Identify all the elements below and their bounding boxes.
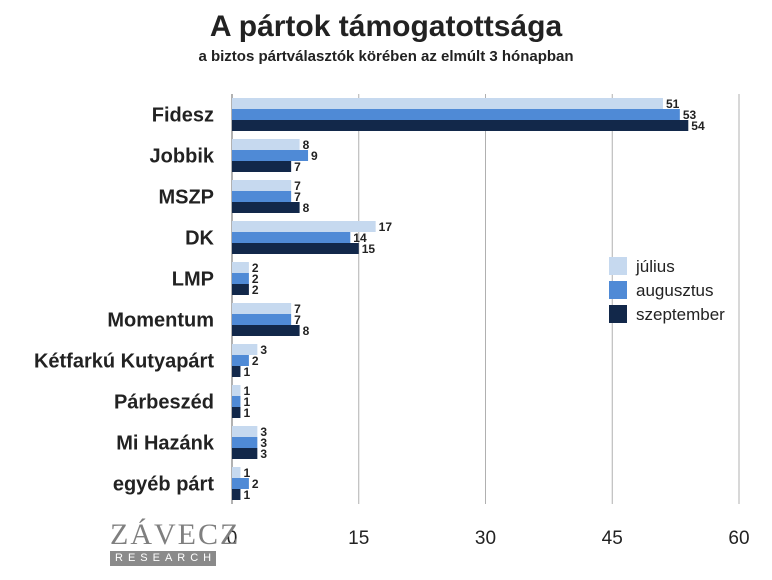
data-label: 3: [260, 447, 267, 461]
bar-szeptember: [232, 366, 241, 377]
bar-augusztus: [232, 232, 351, 243]
logo-wordmark: ZÁVECZ: [110, 518, 241, 551]
category-label: egyéb párt: [113, 474, 214, 496]
data-label: 2: [252, 283, 259, 297]
data-label: 53: [683, 108, 697, 122]
bar-július: [232, 98, 663, 109]
category-label: Jobbik: [150, 146, 215, 168]
bar-augusztus: [232, 150, 309, 161]
legend-label: augusztus: [636, 281, 714, 300]
x-axis-tick-labels: 0 15 30 45 60: [227, 528, 750, 549]
x-tick-label: 45: [602, 528, 623, 549]
data-label: 15: [362, 242, 376, 256]
bar-augusztus: [232, 273, 249, 284]
x-tick-label: 0: [227, 528, 238, 549]
bar-szeptember: [232, 325, 300, 336]
data-label: 8: [303, 138, 310, 152]
legend-label: szeptember: [636, 305, 725, 324]
category-label: LMP: [172, 269, 214, 291]
data-label: 2: [252, 272, 259, 286]
bar-szeptember: [232, 243, 359, 254]
data-label: 7: [294, 160, 301, 174]
bar-augusztus: [232, 396, 241, 407]
data-label: 54: [691, 119, 705, 133]
data-label: 1: [243, 406, 250, 420]
x-tick-label: 30: [475, 528, 496, 549]
bar-szeptember: [232, 202, 300, 213]
data-label: 7: [294, 179, 301, 193]
data-label: 3: [260, 436, 267, 450]
data-label: 14: [353, 231, 367, 245]
data-label: 7: [294, 313, 301, 327]
bar-augusztus: [232, 437, 258, 448]
bar-szeptember: [232, 161, 292, 172]
zavecz-research-logo: ZÁVECZ RESEARCH: [110, 518, 241, 566]
bar-augusztus: [232, 478, 249, 489]
x-tick-label: 60: [728, 528, 749, 549]
data-label: 7: [294, 302, 301, 316]
bar-július: [232, 180, 292, 191]
legend-swatch: [609, 305, 627, 323]
category-label: Fidesz: [152, 105, 214, 127]
category-label: DK: [185, 228, 214, 250]
data-label: 2: [252, 477, 259, 491]
data-label: 8: [303, 324, 310, 338]
chart-title: A pártok támogatottsága: [209, 10, 563, 43]
bar-július: [232, 426, 258, 437]
data-label: 8: [303, 201, 310, 215]
data-label: 1: [243, 395, 250, 409]
data-label: 3: [260, 425, 267, 439]
data-label: 17: [379, 220, 393, 234]
legend: július augusztus szeptember: [609, 257, 725, 324]
bar-szeptember: [232, 407, 241, 418]
chart-subtitle: a biztos pártválasztók körében az elmúlt…: [198, 48, 574, 65]
category-label: MSZP: [158, 187, 214, 209]
category-label: Párbeszéd: [114, 392, 214, 414]
bar-szeptember: [232, 448, 258, 459]
logo-subtitle: RESEARCH: [110, 551, 216, 566]
bar-július: [232, 221, 376, 232]
data-label: 9: [311, 149, 318, 163]
bar-szeptember: [232, 284, 249, 295]
bar-július: [232, 344, 258, 355]
bar-július: [232, 467, 241, 478]
bar-augusztus: [232, 191, 292, 202]
category-label: Kétfarkú Kutyapárt: [34, 351, 214, 373]
legend-label: július: [635, 257, 675, 276]
data-label: 2: [252, 261, 259, 275]
bar-július: [232, 262, 249, 273]
data-label: 1: [243, 466, 250, 480]
bar-szeptember: [232, 489, 241, 500]
bar-július: [232, 139, 300, 150]
x-tick-label: 15: [348, 528, 369, 549]
legend-swatch: [609, 257, 627, 275]
legend-swatch: [609, 281, 627, 299]
bar-szeptember: [232, 120, 689, 131]
bar-augusztus: [232, 355, 249, 366]
data-label: 1: [243, 488, 250, 502]
bar-július: [232, 303, 292, 314]
bar-augusztus: [232, 314, 292, 325]
data-label: 1: [243, 365, 250, 379]
category-label: Mi Hazánk: [116, 433, 215, 455]
data-label: 51: [666, 97, 680, 111]
category-labels: Fidesz Jobbik MSZP DK LMP Momentum Kétfarkú Ku…: [34, 105, 215, 496]
category-label: Momentum: [107, 310, 214, 332]
data-label: 2: [252, 354, 259, 368]
bar-augusztus: [232, 109, 680, 120]
bar-július: [232, 385, 241, 396]
data-label: 3: [260, 343, 267, 357]
data-label: 7: [294, 190, 301, 204]
data-label: 1: [243, 384, 250, 398]
